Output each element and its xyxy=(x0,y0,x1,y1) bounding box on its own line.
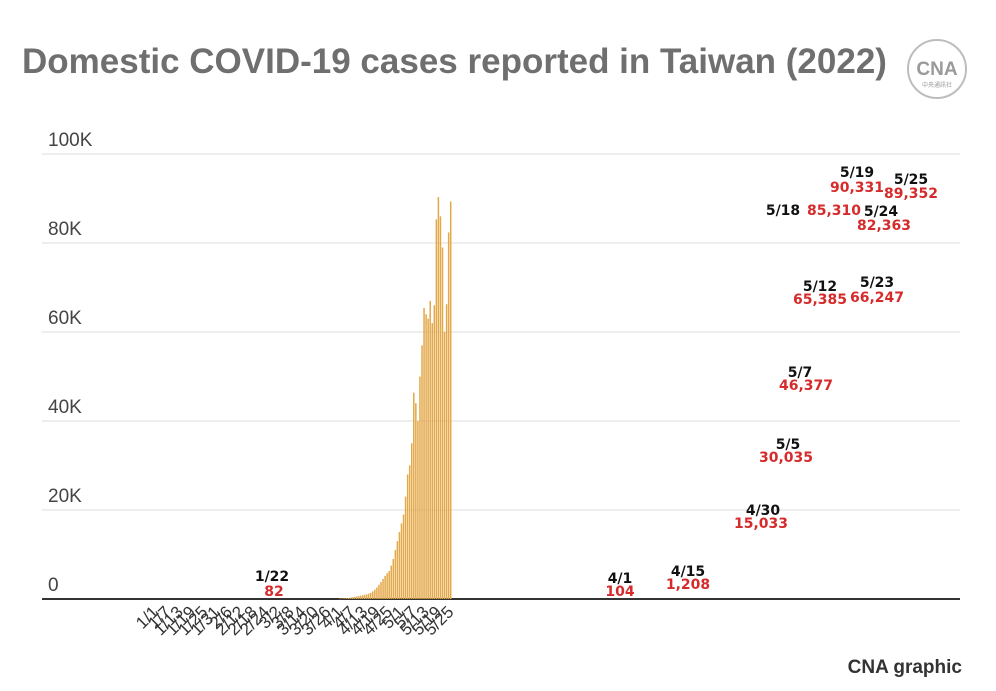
bar xyxy=(423,308,425,599)
cna-logo-icon: CNA 中央通訊社 xyxy=(907,39,967,99)
bar xyxy=(398,532,401,599)
cna-logo: CNA 中央通訊社 xyxy=(906,38,968,100)
bar xyxy=(419,376,421,599)
annotation-value: 90,331 xyxy=(830,180,884,196)
annotation-value: 89,352 xyxy=(884,186,938,202)
bar xyxy=(349,597,351,599)
annotation-value: 46,377 xyxy=(779,378,833,394)
bar xyxy=(359,595,362,599)
x-axis-ticks: 1/11/71/131/191/251/312/62/122/182/243/2… xyxy=(132,602,457,639)
annotation-value: 30,035 xyxy=(759,450,813,466)
bar xyxy=(357,596,360,599)
bar xyxy=(353,596,356,599)
annotation-value: 66,247 xyxy=(850,290,904,306)
bar xyxy=(411,443,413,599)
bar xyxy=(437,197,440,600)
bar xyxy=(343,598,345,599)
annotation-value: 82,363 xyxy=(857,218,911,234)
annotation-value: 82 xyxy=(264,584,283,600)
bar xyxy=(341,598,343,600)
bar xyxy=(408,465,411,599)
bar xyxy=(429,300,431,599)
annotation-value: 85,310 xyxy=(807,203,861,219)
bar xyxy=(431,323,433,599)
bar xyxy=(417,421,419,599)
bar xyxy=(439,216,442,600)
bar xyxy=(396,541,399,599)
annotation-date: 4/1 xyxy=(608,571,633,587)
y-axis-ticks: 0 20K 40K 60K 80K 100K xyxy=(48,130,93,596)
annotation-date: 5/5 xyxy=(776,437,801,453)
bar xyxy=(363,594,366,599)
bar xyxy=(447,232,450,599)
annotation-value: 104 xyxy=(605,584,634,600)
bar xyxy=(443,332,446,599)
credit: CNA graphic xyxy=(847,657,962,678)
annotation-value: 65,385 xyxy=(793,292,847,308)
bar xyxy=(367,593,370,599)
bar xyxy=(406,474,409,599)
bar xyxy=(347,597,349,599)
logo-text: CNA xyxy=(916,59,957,80)
bar xyxy=(376,587,378,599)
bar xyxy=(355,596,358,599)
y-tick-label: 80K xyxy=(48,219,82,240)
bar xyxy=(384,575,386,599)
bar xyxy=(339,598,341,600)
annotation-date: 4/30 xyxy=(746,503,781,519)
y-tick-label: 0 xyxy=(48,575,59,596)
bar xyxy=(345,598,347,599)
bar xyxy=(388,570,390,599)
annotation-date: 5/19 xyxy=(840,165,874,181)
y-tick-label: 20K xyxy=(48,486,82,507)
annotation-date: 5/12 xyxy=(803,279,837,295)
bar xyxy=(374,589,376,599)
annotation-value: 1,208 xyxy=(666,577,710,593)
bar xyxy=(380,582,382,599)
bar xyxy=(400,523,403,599)
bar xyxy=(365,594,368,599)
bar xyxy=(404,496,407,599)
bar xyxy=(441,247,444,599)
bar xyxy=(378,584,380,599)
bar xyxy=(392,558,395,599)
bar xyxy=(402,514,405,599)
bar xyxy=(435,219,438,600)
bar xyxy=(449,201,452,599)
bar xyxy=(386,573,388,599)
y-tick-label: 40K xyxy=(48,397,82,418)
bar xyxy=(394,550,397,599)
y-tick-label: 100K xyxy=(48,130,93,151)
bar xyxy=(421,345,423,599)
bar xyxy=(413,392,415,599)
bar xyxy=(445,304,448,599)
annotation-date: 5/23 xyxy=(860,275,894,291)
annotation-value: 15,033 xyxy=(734,516,788,532)
y-tick-label: 60K xyxy=(48,308,82,329)
bar xyxy=(427,318,429,599)
bar xyxy=(390,565,392,599)
bars xyxy=(339,197,452,600)
bar xyxy=(382,578,384,599)
annotation-date: 5/25 xyxy=(894,172,928,188)
annotation-date: 5/7 xyxy=(788,365,813,381)
logo-subtext: 中央通訊社 xyxy=(922,81,952,89)
chart-title: Domestic COVID-19 cases reported in Taiw… xyxy=(22,42,887,81)
annotation-date: 1/22 xyxy=(255,569,289,585)
bar xyxy=(372,591,374,599)
grid-lines xyxy=(42,153,960,600)
bar xyxy=(361,595,364,599)
annotation-date: 5/18 xyxy=(766,203,800,219)
annotation-date: 4/15 xyxy=(671,564,705,580)
bar xyxy=(415,403,417,599)
annotation-date: 5/24 xyxy=(864,204,899,220)
bar xyxy=(351,597,354,599)
bar xyxy=(433,305,436,599)
bar xyxy=(370,592,372,599)
bar xyxy=(425,314,427,599)
